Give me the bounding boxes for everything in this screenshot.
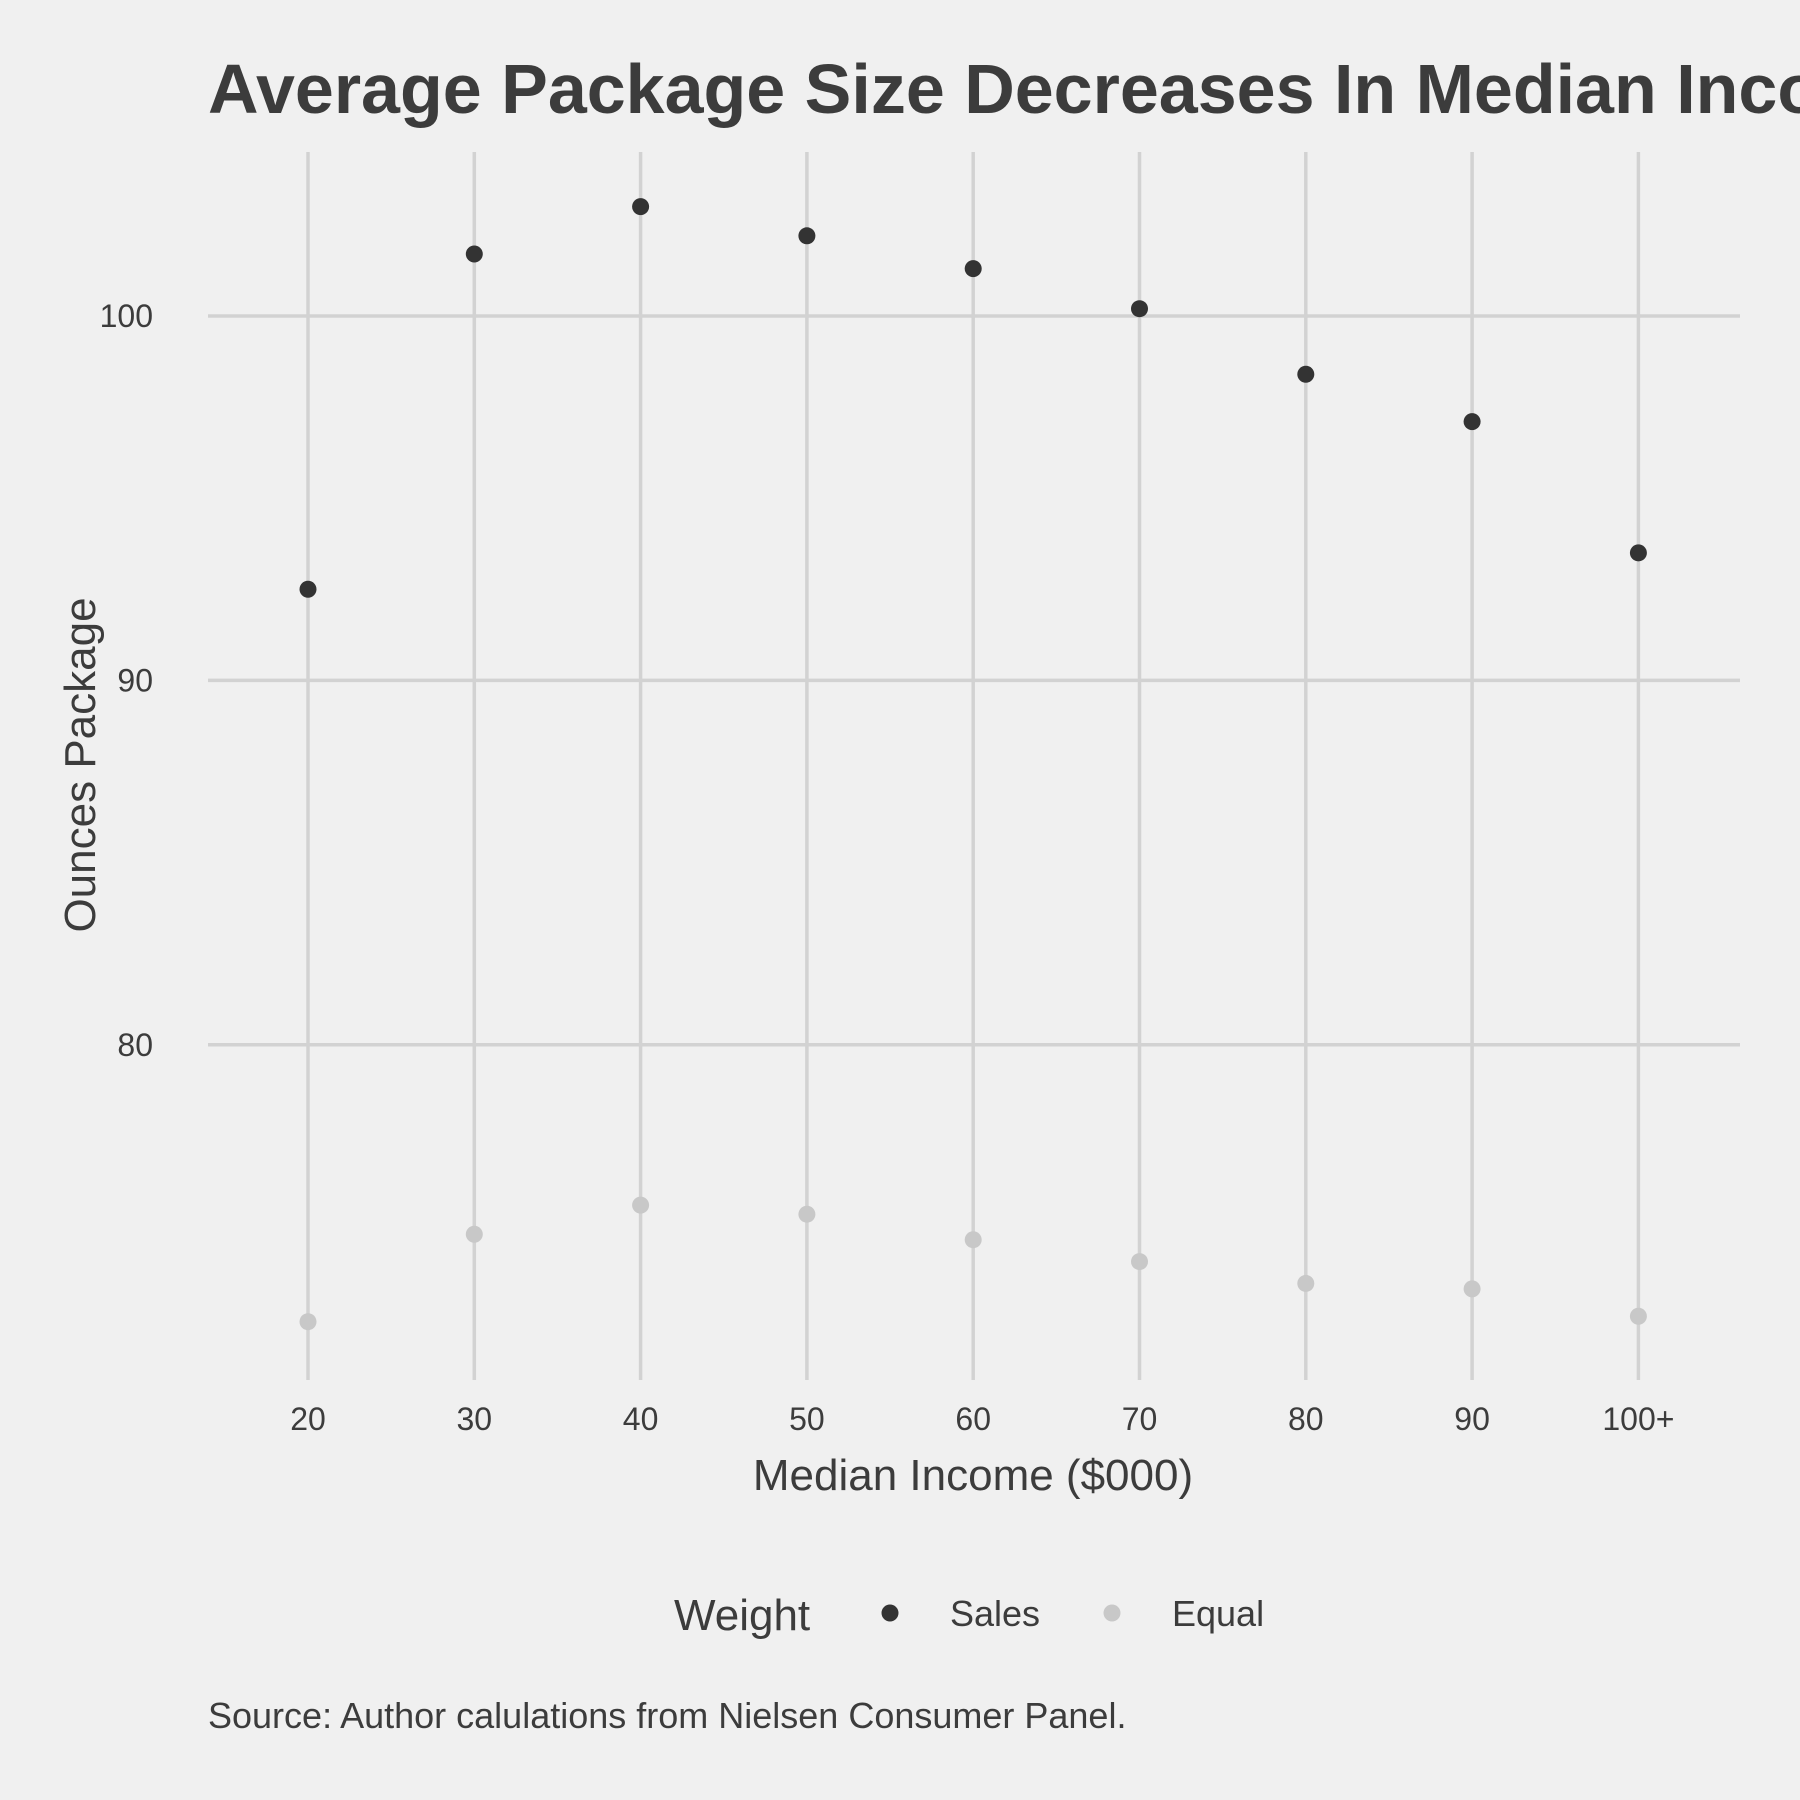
- x-tick-label: 100+: [1602, 1401, 1674, 1437]
- x-tick-label: 80: [1288, 1401, 1324, 1437]
- legend-label-sales: Sales: [950, 1593, 1040, 1634]
- point-equal: [964, 1231, 982, 1249]
- x-tick-label: 20: [290, 1401, 326, 1437]
- x-tick-label: 30: [457, 1401, 493, 1437]
- point-sales: [964, 260, 982, 278]
- y-tick-labels: 80 90 100: [100, 298, 153, 1063]
- point-equal: [299, 1313, 317, 1331]
- point-equal: [465, 1225, 483, 1243]
- point-sales: [798, 227, 816, 245]
- source-caption: Source: Author calulations from Nielsen …: [208, 1695, 1126, 1736]
- point-sales: [1131, 300, 1148, 318]
- point-equal: [798, 1205, 816, 1223]
- x-tick-labels: 20 30 40 50 60 70 80 90 100+: [290, 1401, 1674, 1437]
- point-sales: [299, 580, 317, 598]
- x-tick-label: 50: [789, 1401, 825, 1437]
- chart-title: Average Package Size Decreases In Median…: [208, 50, 1800, 128]
- point-equal: [1463, 1280, 1481, 1298]
- point-equal: [632, 1196, 650, 1214]
- point-sales: [1297, 365, 1315, 383]
- point-sales: [1629, 544, 1647, 562]
- point-sales: [465, 245, 483, 263]
- point-sales: [1463, 413, 1481, 431]
- y-gridlines: [208, 314, 1740, 1047]
- y-tick-label: 80: [117, 1027, 153, 1063]
- point-sales: [632, 198, 650, 216]
- y-tick-label: 90: [117, 662, 153, 698]
- y-tick-label: 100: [100, 298, 153, 334]
- point-equal: [1629, 1307, 1647, 1325]
- x-tick-label: 40: [623, 1401, 659, 1437]
- x-tick-label: 60: [955, 1401, 991, 1437]
- point-equal: [1131, 1253, 1148, 1271]
- legend-label-equal: Equal: [1172, 1593, 1264, 1634]
- legend-marker-equal: [1103, 1604, 1121, 1622]
- x-axis-title: Median Income ($000): [753, 1451, 1193, 1500]
- x-tick-label: 70: [1122, 1401, 1158, 1437]
- legend-title: Weight: [674, 1591, 810, 1640]
- data-points: [299, 198, 1647, 1331]
- legend-marker-sales: [881, 1604, 899, 1622]
- y-axis-title: Ounces Package: [56, 597, 105, 932]
- x-tick-label: 90: [1454, 1401, 1490, 1437]
- point-equal: [1297, 1274, 1315, 1292]
- legend: Weight Sales Equal: [674, 1591, 1264, 1640]
- x-gridlines: [306, 152, 1641, 1380]
